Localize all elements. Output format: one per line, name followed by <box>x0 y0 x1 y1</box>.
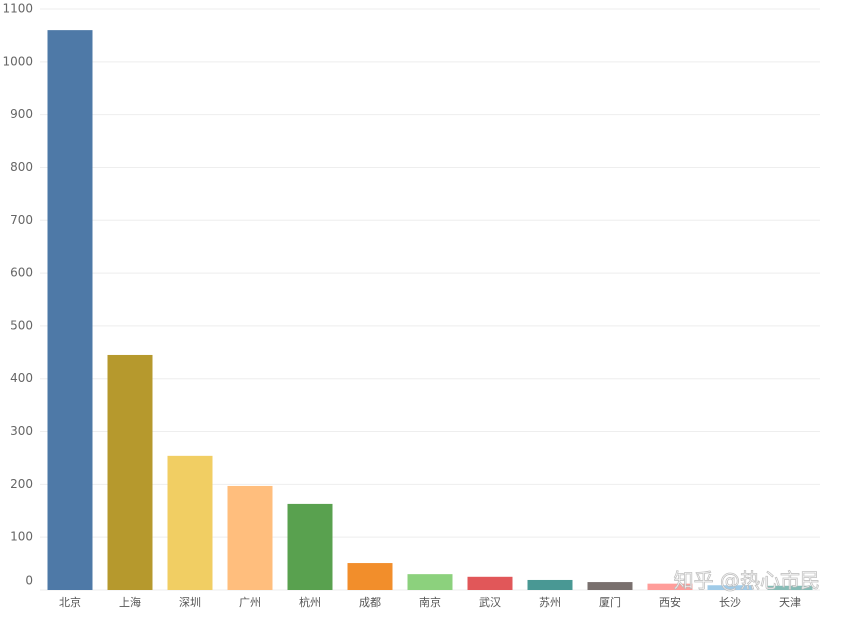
bar <box>767 585 813 590</box>
y-tick-label: 300 <box>10 424 33 438</box>
y-tick-label: 500 <box>10 318 33 332</box>
y-tick-label: 400 <box>10 371 33 385</box>
x-tick-label: 厦门 <box>599 595 621 609</box>
x-tick-label: 天津 <box>779 596 801 609</box>
x-tick-label: 苏州 <box>539 596 561 609</box>
bar <box>407 574 453 590</box>
y-tick-label: 600 <box>10 266 33 280</box>
y-tick-label: 900 <box>10 107 33 121</box>
x-tick-label: 上海 <box>119 595 141 609</box>
bar <box>287 503 333 590</box>
bar <box>107 354 153 590</box>
x-tick-label: 成都 <box>359 596 381 609</box>
y-tick-label: 200 <box>10 477 33 491</box>
y-tick-label: 1100 <box>2 2 33 16</box>
x-tick-label: 杭州 <box>299 595 321 609</box>
bar <box>527 579 573 590</box>
x-tick-label: 南京 <box>419 595 441 609</box>
x-tick-label: 西安 <box>659 595 681 609</box>
y-tick-label: 100 <box>10 530 33 544</box>
bar <box>587 582 633 590</box>
y-tick-label: 700 <box>10 213 33 227</box>
x-tick-label: 深圳 <box>179 596 201 609</box>
bar <box>167 455 213 590</box>
watermark: 知乎 @热心市民 <box>674 569 820 593</box>
y-tick-label: 0 <box>25 574 33 588</box>
y-tick-label: 800 <box>10 160 33 174</box>
x-tick-label: 北京 <box>59 595 81 609</box>
bar <box>467 576 513 590</box>
bar <box>647 583 693 590</box>
x-tick-label: 长沙 <box>719 596 741 609</box>
bar <box>47 30 93 591</box>
x-tick-label: 武汉 <box>479 596 501 609</box>
x-tick-label: 广州 <box>239 596 261 609</box>
bar <box>707 585 753 590</box>
y-tick-label: 1000 <box>2 54 33 68</box>
bar <box>347 563 393 590</box>
bar <box>227 485 273 590</box>
